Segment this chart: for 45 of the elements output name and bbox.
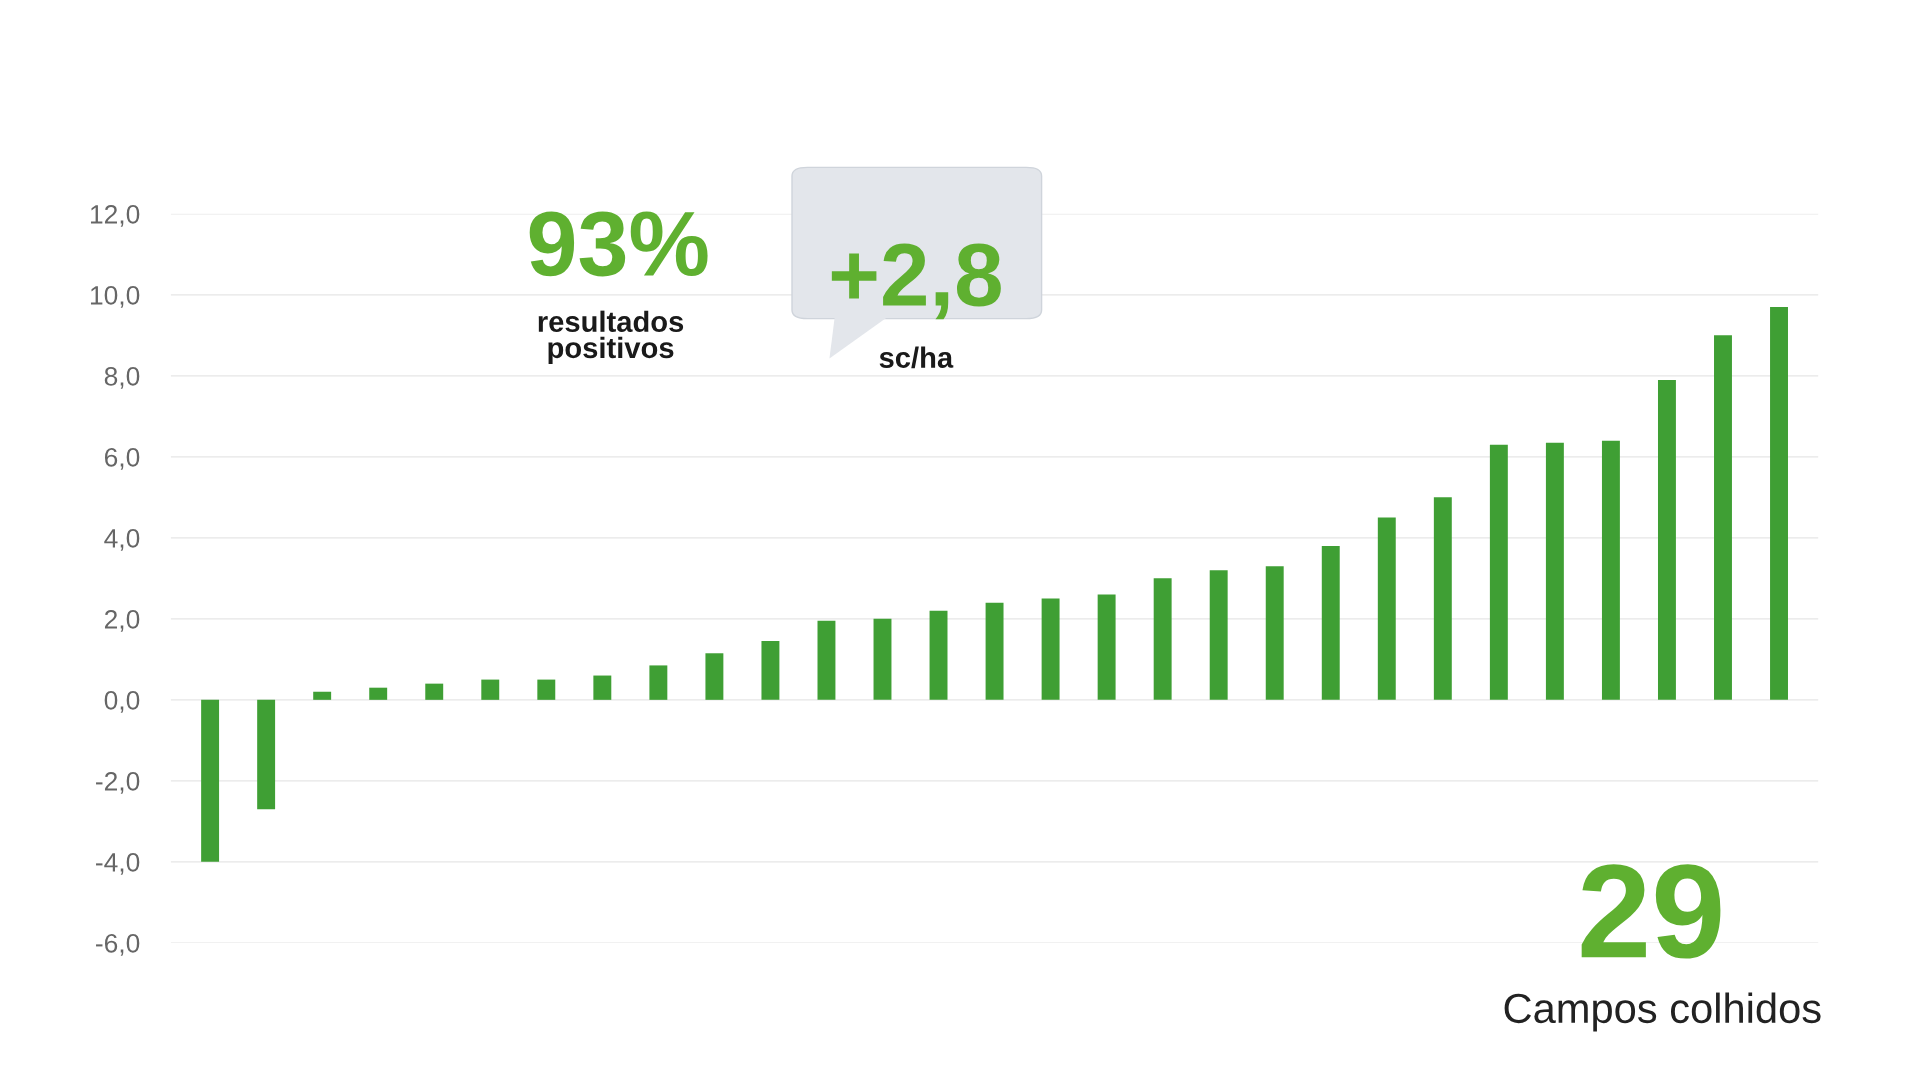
bar — [1265, 566, 1284, 700]
bar — [1377, 517, 1396, 700]
bar — [929, 610, 948, 700]
y-tick-label: 2,0 — [104, 609, 140, 632]
annotation: +2,8 — [831, 243, 1001, 320]
annotation: resultados positivos — [538, 310, 684, 364]
bar — [873, 618, 892, 700]
y-tick-label: -4,0 — [96, 852, 140, 875]
bar — [257, 699, 276, 810]
y-tick-label: 8,0 — [104, 366, 140, 389]
bar — [1209, 570, 1228, 700]
bar — [1545, 442, 1564, 700]
y-tick-label: 12,0 — [90, 204, 140, 227]
bar — [1657, 379, 1676, 700]
bar — [1321, 545, 1340, 700]
bar — [425, 683, 444, 700]
bar — [1714, 335, 1732, 700]
y-tick-label: 0,0 — [104, 690, 140, 713]
bar — [761, 641, 780, 700]
bar — [705, 653, 724, 700]
bar — [481, 679, 500, 700]
annotation: 29 — [1581, 864, 1721, 959]
annotation: sc/ha — [879, 346, 954, 369]
bar — [201, 699, 220, 862]
bar — [649, 665, 668, 700]
bar — [817, 620, 836, 700]
bar — [1433, 497, 1452, 700]
bar — [593, 675, 612, 700]
annotation: 93% — [529, 211, 708, 277]
y-tick-label: 4,0 — [104, 528, 140, 551]
text: Campos colhidos — [1504, 992, 1821, 1032]
bar — [985, 602, 1004, 700]
y-tick-label: -6,0 — [96, 933, 140, 956]
y-tick-label: -2,0 — [96, 771, 140, 794]
bar — [313, 691, 332, 700]
bar — [1153, 578, 1172, 700]
bar — [537, 679, 556, 700]
bar — [369, 687, 388, 700]
bar — [1601, 440, 1620, 700]
y-tick-label: 6,0 — [104, 447, 140, 470]
bar — [1489, 444, 1508, 700]
bar — [1770, 306, 1788, 700]
bar — [1097, 594, 1116, 700]
y-tick-label: 10,0 — [90, 285, 140, 308]
bar — [1041, 598, 1060, 700]
